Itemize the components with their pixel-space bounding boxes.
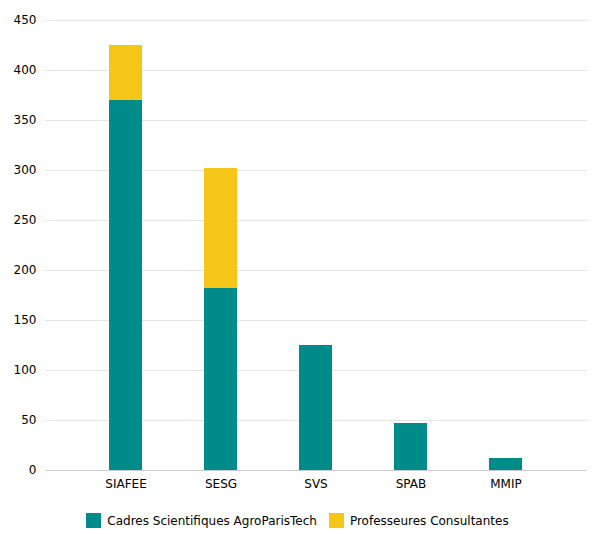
svg-text:250: 250: [14, 213, 37, 227]
svg-text:400: 400: [14, 63, 37, 77]
svg-text:50: 50: [21, 413, 36, 427]
svg-text:SVS: SVS: [304, 477, 327, 491]
html-text:Cadres Scientifiques AgroParis: Cadres Scientifiques AgroParisTech: [107, 513, 317, 528]
svg-text:150: 150: [14, 313, 37, 327]
svg-text:300: 300: [14, 163, 37, 177]
svg-text:0: 0: [29, 463, 37, 477]
svg-text:SIAFEE: SIAFEE: [105, 477, 146, 491]
svg-text:MMIP: MMIP: [490, 477, 521, 491]
svg-text:SPAB: SPAB: [396, 477, 427, 491]
html-text:Professeures Consultantes: Professeures Consultantes: [349, 513, 509, 528]
svg-text:SESG: SESG: [205, 477, 237, 491]
svg-text:100: 100: [14, 363, 37, 377]
svg-text:450: 450: [14, 13, 37, 27]
svg-text:200: 200: [14, 263, 37, 277]
svg-text:350: 350: [14, 113, 37, 127]
